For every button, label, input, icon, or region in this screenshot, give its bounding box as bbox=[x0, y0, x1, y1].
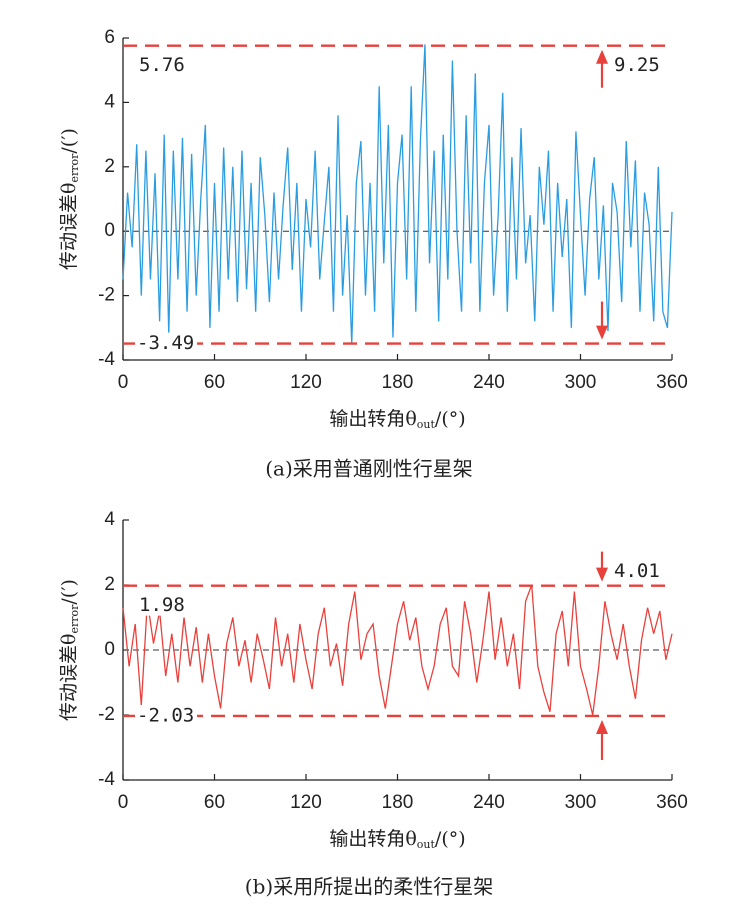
ref-label: -3.49 bbox=[137, 332, 194, 354]
x-tick-label: 360 bbox=[656, 372, 688, 393]
axis-label-sub: error bbox=[68, 604, 81, 634]
range-arrow-head bbox=[596, 719, 608, 734]
x-tick-label: 360 bbox=[656, 792, 688, 813]
range-arrow-head bbox=[596, 325, 608, 340]
axis-label-suffix: /(°) bbox=[435, 828, 466, 850]
ref-label: 1.98 bbox=[139, 594, 185, 616]
y-tick-label: 4 bbox=[104, 509, 115, 530]
x-tick-label: 180 bbox=[382, 792, 414, 813]
y-tick-label: 6 bbox=[104, 27, 115, 48]
axis-label-sub: out bbox=[417, 838, 436, 851]
axis-label: 传动误差θerror/(′) bbox=[58, 579, 81, 721]
y-tick-label: 0 bbox=[104, 639, 115, 660]
y-tick-label: 0 bbox=[104, 220, 115, 241]
axis-label-text: 输出转角θ bbox=[329, 828, 416, 850]
axis-label-suffix: /(°) bbox=[435, 408, 466, 430]
y-tick-label: -2 bbox=[98, 285, 115, 306]
y-tick-label: 2 bbox=[104, 574, 115, 595]
y-tick-label: -4 bbox=[98, 769, 115, 790]
range-arrow-head bbox=[596, 567, 608, 582]
ref-label: -2.03 bbox=[137, 704, 194, 726]
axis-label: 传动误差θerror/(′) bbox=[58, 128, 81, 270]
ref-label: 5.76 bbox=[139, 54, 185, 76]
axis-label-text: 传动误差θ bbox=[58, 634, 80, 721]
ref-label-bg bbox=[135, 593, 197, 616]
y-tick-label: -2 bbox=[98, 704, 115, 725]
range-label: 4.01 bbox=[614, 560, 660, 582]
axis-label-suffix: /(′) bbox=[58, 128, 80, 154]
x-tick-label: 180 bbox=[382, 372, 414, 393]
axis-label-text: 输出转角θ bbox=[329, 408, 416, 430]
axis-label-sub: out bbox=[417, 418, 436, 431]
ref-label-bg bbox=[135, 332, 197, 355]
axis-label-suffix: /(′) bbox=[58, 579, 80, 605]
axis-label-sub: error bbox=[68, 153, 81, 183]
axis-label: 输出转角θout/(°) bbox=[329, 408, 465, 431]
x-tick-label: 60 bbox=[204, 372, 225, 393]
x-tick-label: 300 bbox=[565, 792, 597, 813]
x-tick-label: 120 bbox=[290, 372, 322, 393]
axis-label-text: 传动误差θ bbox=[58, 183, 80, 270]
y-tick-label: -4 bbox=[98, 349, 115, 370]
y-tick-label: 4 bbox=[104, 91, 115, 112]
caption: (a)采用普通刚性行星架 bbox=[265, 457, 473, 481]
x-tick-label: 0 bbox=[118, 372, 129, 393]
range-arrow-head bbox=[596, 49, 608, 64]
axis-label: 输出转角θout/(°) bbox=[329, 828, 465, 851]
x-tick-label: 60 bbox=[204, 792, 225, 813]
x-tick-label: 120 bbox=[290, 792, 322, 813]
x-tick-label: 240 bbox=[473, 792, 505, 813]
data-line bbox=[122, 44, 673, 344]
x-tick-label: 0 bbox=[118, 792, 129, 813]
ref-label-bg bbox=[135, 53, 197, 76]
caption: (b)采用所提出的柔性行星架 bbox=[245, 875, 493, 899]
y-tick-label: 2 bbox=[104, 156, 115, 177]
data-line bbox=[122, 584, 673, 716]
ref-label-bg bbox=[135, 704, 197, 727]
x-tick-label: 300 bbox=[565, 372, 597, 393]
range-label: 9.25 bbox=[614, 54, 660, 76]
x-tick-label: 240 bbox=[473, 372, 505, 393]
